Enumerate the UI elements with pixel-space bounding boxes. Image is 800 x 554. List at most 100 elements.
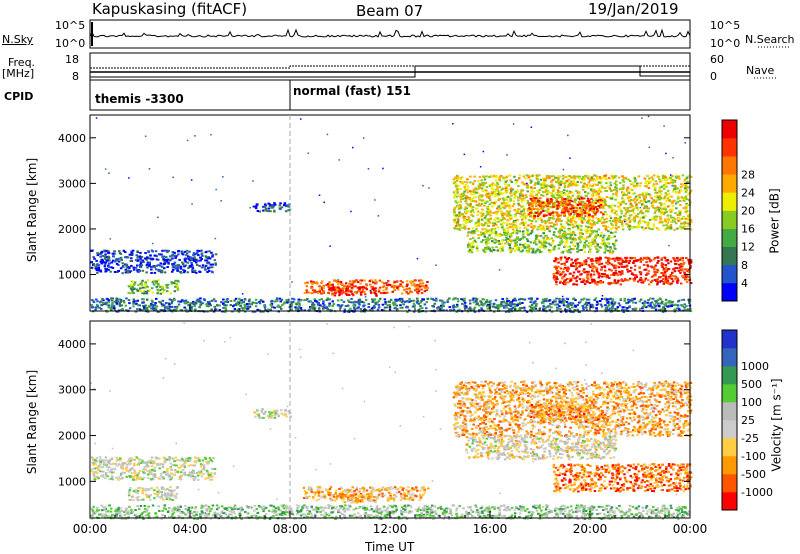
echo-cell (603, 218, 606, 221)
echo-cell (558, 297, 561, 300)
echo-cell (498, 178, 501, 181)
echo-cell (573, 177, 577, 180)
echo-cell (532, 308, 536, 311)
echo-cell (680, 183, 683, 186)
echo-cell (607, 226, 610, 228)
echo-cell (463, 297, 466, 300)
echo-cell (633, 264, 637, 267)
echo-cell (538, 189, 542, 191)
echo-cell (126, 256, 130, 259)
echo-cell (461, 302, 464, 305)
echo-cell (399, 304, 402, 307)
echo-cell (646, 174, 650, 177)
echo-cell (543, 298, 546, 301)
echo-cell (623, 309, 627, 312)
echo-cell (676, 277, 679, 280)
echo-cell (336, 286, 340, 289)
echo-cell (199, 250, 202, 253)
echo-cell (567, 305, 570, 308)
nave-top-tick: 60 (710, 53, 724, 66)
echo-cell (379, 297, 382, 300)
echo-cell (621, 228, 625, 231)
echo-cell (652, 199, 655, 201)
echo-cell (367, 306, 370, 308)
echo-cell (279, 208, 282, 210)
echo-cell (103, 255, 107, 258)
echo-cell (639, 273, 643, 276)
echo-cell (214, 300, 217, 303)
echo-cell (647, 207, 650, 210)
echo-cell (621, 200, 625, 203)
echo-cell (539, 217, 543, 219)
echo-cell (484, 302, 487, 305)
echo-cell (108, 259, 111, 262)
echo-cell (438, 299, 442, 302)
echo-cell (159, 309, 162, 312)
echo-cell (613, 204, 617, 207)
echo-cell (318, 309, 321, 312)
echo-cell (567, 237, 570, 240)
echo-cell (479, 187, 482, 189)
echo-cell (167, 261, 170, 264)
echo-cell (621, 225, 624, 228)
echo-cell (565, 301, 569, 303)
echo-cell (599, 211, 603, 214)
echo-cell (621, 280, 624, 282)
echo-cell (311, 301, 315, 304)
echo-cell (555, 211, 558, 214)
echo-cell (465, 195, 468, 197)
echo-cell (185, 254, 188, 257)
echo-cell (623, 297, 627, 300)
echo-cell (573, 283, 576, 286)
echo-cell (508, 210, 512, 213)
echo-cell (140, 256, 144, 258)
echo-cell (150, 249, 154, 252)
echo-cell (339, 305, 342, 308)
nsearch-bottom-tick: 10^0 (710, 37, 741, 50)
echo-cell (575, 283, 579, 286)
echo-cell (622, 191, 626, 194)
echo-cell (662, 197, 666, 200)
echo-cell (359, 291, 363, 294)
echo-cell (510, 194, 513, 197)
echo-cell (149, 304, 153, 307)
echo-cell (416, 297, 419, 300)
echo-cell (613, 218, 617, 221)
echo-cell (208, 300, 212, 303)
echo-cell (243, 303, 246, 306)
echo-cell (413, 283, 416, 286)
echo-cell (559, 223, 563, 226)
echo-cell (369, 283, 372, 286)
echo-cell (563, 256, 567, 259)
echo-cell (408, 300, 411, 303)
echo-cell (520, 210, 524, 213)
echo-cell (145, 256, 149, 259)
echo-cell (101, 297, 104, 300)
echo-cell (467, 217, 471, 220)
echo-cell (580, 213, 584, 216)
echo-cell (475, 298, 478, 301)
echo-cell (244, 306, 247, 309)
cpid-themis-label: themis -3300 (95, 92, 184, 106)
echo-cell (139, 251, 142, 254)
echo-cell (104, 253, 107, 256)
echo-cell (556, 189, 560, 192)
echo-cell (208, 302, 211, 305)
echo-cell (615, 264, 618, 267)
echo-cell (208, 266, 212, 269)
echo-cell (607, 300, 610, 303)
echo-cell (595, 300, 599, 303)
echo-cell (163, 271, 167, 274)
echo-cell (528, 208, 532, 210)
echo-cell (203, 299, 206, 302)
echo-cell (613, 301, 617, 304)
echo-cell (406, 292, 410, 295)
echo-cell (547, 242, 551, 245)
echo-cell (611, 264, 615, 267)
echo-cell (554, 303, 557, 306)
echo-cell (490, 184, 494, 187)
echo-cell (469, 306, 472, 309)
echo-cell (576, 258, 579, 261)
echo-cell (469, 190, 472, 193)
echo-cell (661, 300, 664, 303)
